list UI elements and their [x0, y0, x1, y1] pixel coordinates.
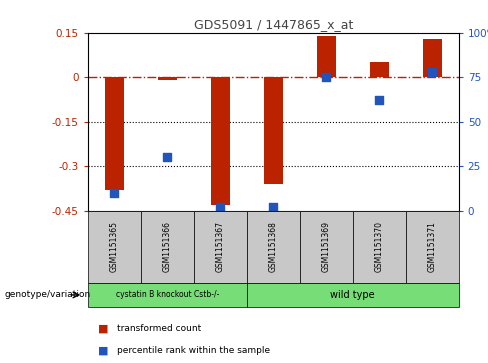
Text: GSM1151368: GSM1151368	[269, 221, 278, 272]
Point	[375, 97, 383, 103]
Bar	[247, 211, 300, 283]
Text: wild type: wild type	[330, 290, 375, 300]
Text: transformed count: transformed count	[117, 324, 202, 333]
Bar	[423, 38, 442, 77]
Text: GSM1151367: GSM1151367	[216, 221, 225, 272]
Bar	[300, 211, 353, 283]
Text: GSM1151369: GSM1151369	[322, 221, 331, 272]
Point	[110, 190, 118, 196]
Text: percentile rank within the sample: percentile rank within the sample	[117, 346, 270, 355]
Text: GSM1151370: GSM1151370	[375, 221, 384, 272]
Title: GDS5091 / 1447865_x_at: GDS5091 / 1447865_x_at	[194, 19, 353, 32]
Bar	[317, 36, 336, 77]
Bar	[211, 77, 229, 205]
Text: cystatin B knockout Cstb-/-: cystatin B knockout Cstb-/-	[116, 290, 219, 299]
Bar	[264, 77, 283, 184]
Point	[428, 69, 436, 75]
Point	[269, 204, 277, 210]
Text: ■: ■	[98, 323, 108, 334]
Bar	[194, 211, 247, 283]
Point	[163, 154, 171, 160]
Point	[216, 204, 224, 210]
Bar	[141, 211, 194, 283]
Text: GSM1151366: GSM1151366	[163, 221, 172, 272]
Text: GSM1151365: GSM1151365	[110, 221, 119, 272]
Bar	[158, 77, 177, 80]
Bar	[88, 283, 247, 307]
Bar	[406, 211, 459, 283]
Bar	[247, 283, 459, 307]
Point	[323, 74, 330, 80]
Bar	[88, 211, 141, 283]
Bar	[353, 211, 406, 283]
Text: GSM1151371: GSM1151371	[427, 221, 437, 272]
Text: genotype/variation: genotype/variation	[5, 290, 91, 299]
Text: ■: ■	[98, 345, 108, 355]
Bar	[370, 62, 388, 77]
Bar	[105, 77, 123, 190]
